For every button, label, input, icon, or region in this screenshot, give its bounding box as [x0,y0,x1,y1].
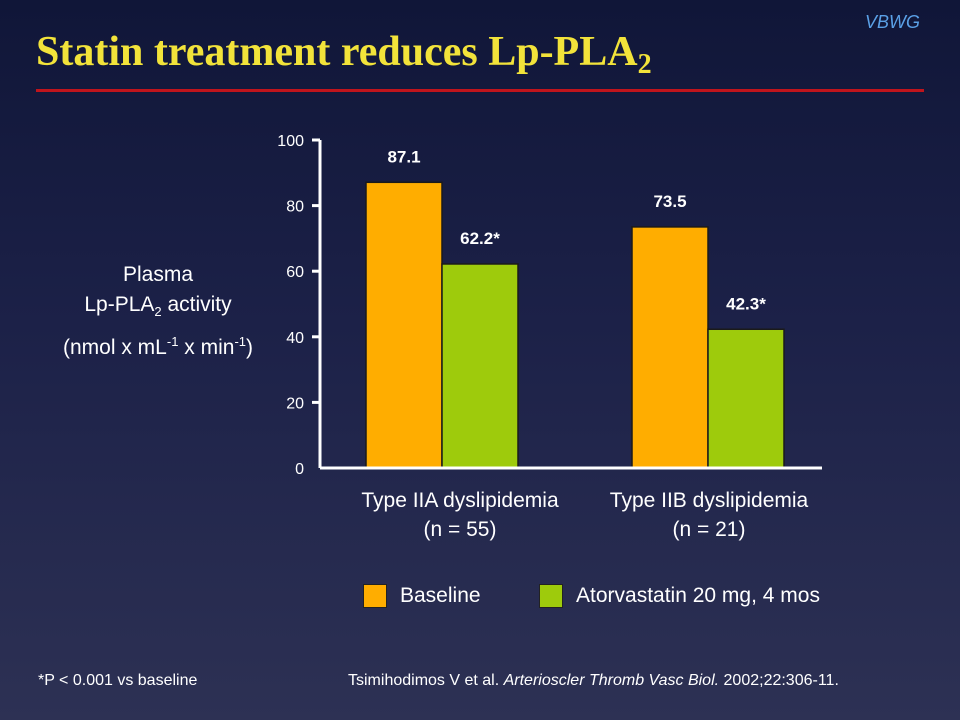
y-axis-title-line2: Lp-PLA2 activity [84,293,232,320]
brand-label: VBWG [864,12,920,32]
legend-label-atorvastatin: Atorvastatin 20 mg, 4 mos [576,584,820,607]
legend: Baseline Atorvastatin 20 mg, 4 mos [0,580,960,614]
data-label: 73.5 [653,192,686,211]
title-text: Statin treatment reduces Lp-PLA [36,29,638,75]
y-tick-label: 40 [286,330,304,347]
y-tick-label: 80 [286,199,304,216]
title-rule [36,89,924,92]
y-tick-label: 20 [286,395,304,412]
bar-atorvastatin-1 [441,263,519,469]
bar-baseline-2 [631,226,709,469]
category-sublabel: (n = 55) [424,518,497,541]
slide-title: Statin treatment reduces Lp-PLA2 [36,28,652,81]
data-label: 62.2* [460,229,500,248]
title-subscript: 2 [637,49,652,80]
y-tick-label: 100 [277,133,304,150]
y-tick-label: 0 [295,461,304,478]
legend-swatch-baseline [363,584,387,608]
category-sublabel: (n = 21) [673,518,746,541]
citation: Tsimihodimos V et al. Arterioscler Throm… [348,672,839,690]
bar-baseline-1 [365,181,443,469]
y-axis-title-line1: Plasma [122,263,194,286]
legend-label-baseline: Baseline [400,584,481,607]
legend-swatch-atorvastatin [539,584,563,608]
footnote: *P < 0.001 vs baseline [38,672,198,689]
data-label: 87.1 [387,147,420,166]
citation-journal: Arterioscler Thromb Vasc Biol. [503,672,720,689]
bar-atorvastatin-2 [707,328,785,469]
citation-authors: Tsimihodimos V et al. [348,672,504,689]
y-axis-title-line3: (nmol x mL-1 x min-1) [63,334,253,360]
citation-details: 2002;22:306-11. [719,672,839,689]
category-label: Type IIB dyslipidemia [610,489,809,512]
y-tick-label: 60 [286,264,304,281]
bar-chart: 0 20 40 60 80 100 87.1 73.5 62.2* 42.3* Type IIA d… [277,133,809,541]
y-axis-title: Plasma Lp-PLA2 activity (nmol x mL-1 x m… [40,260,276,363]
data-label: 42.3* [726,294,766,313]
category-label: Type IIA dyslipidemia [361,489,559,512]
